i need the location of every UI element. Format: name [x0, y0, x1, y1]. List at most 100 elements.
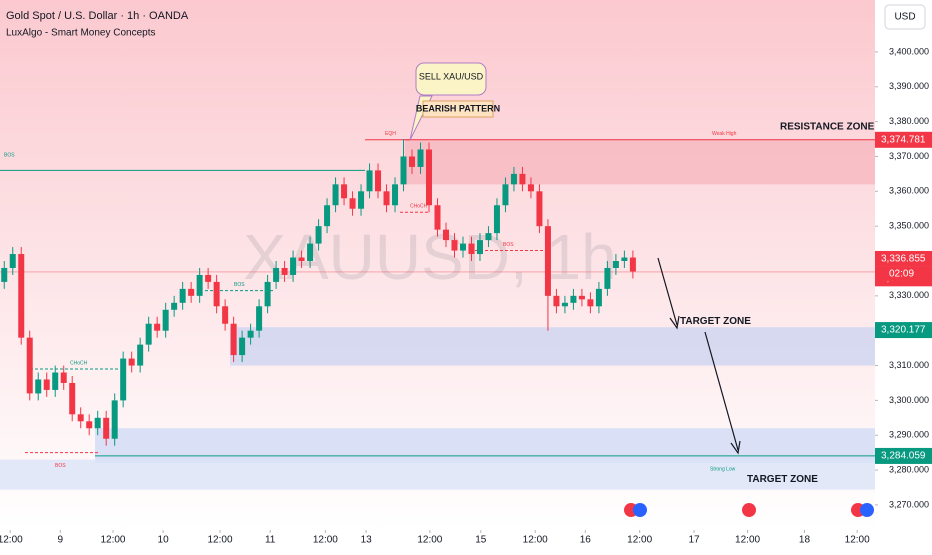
- x-tick-label: 12:00: [313, 535, 338, 546]
- countdown-tag: [875, 266, 932, 281]
- candle-body: [86, 421, 93, 429]
- candle-body: [459, 243, 466, 251]
- x-tick-label: 13: [361, 535, 373, 546]
- candle-body: [26, 337, 33, 394]
- candle-body: [451, 240, 458, 251]
- y-tick-label: 3,350.000: [889, 221, 929, 231]
- x-tick-label: 12:00: [523, 535, 548, 546]
- y-tick-label: 3,300.000: [889, 395, 929, 405]
- callout-text: BEARISH PATTERN: [416, 103, 500, 113]
- x-tick-label: 15: [475, 535, 487, 546]
- candle-body: [94, 417, 101, 429]
- candle-body: [154, 323, 161, 331]
- y-tick-label: 3,280.000: [889, 464, 929, 474]
- watermark: XAUUSD, 1h: [243, 221, 616, 293]
- price-tag-label: 3,374.781: [881, 134, 926, 145]
- x-tick-label: 17: [688, 535, 700, 546]
- level-label: BOS: [503, 242, 514, 248]
- level-label: CHoCH: [70, 360, 88, 366]
- candle-body: [553, 295, 560, 307]
- candle-body: [52, 372, 59, 390]
- candle-body: [9, 254, 16, 268]
- candle-body: [595, 288, 602, 307]
- candle-body: [527, 184, 534, 192]
- candle-body: [230, 323, 237, 356]
- candle-body: [468, 243, 475, 255]
- currency-button[interactable]: [884, 4, 926, 30]
- arrows: [657, 257, 741, 455]
- candle-body: [578, 295, 585, 300]
- level-label: EQH: [385, 131, 396, 137]
- candle-body: [392, 184, 399, 206]
- candle-body: [247, 330, 254, 338]
- candle-body: [188, 288, 195, 296]
- candle-body: [587, 299, 594, 307]
- callout-bubble: [415, 62, 487, 96]
- candle-body: [536, 191, 543, 227]
- event-icons: [624, 503, 874, 517]
- price-tag-label: 3,284.059: [881, 451, 926, 462]
- y-tick-label: 3,290.000: [889, 430, 929, 440]
- y-tick-label: 3,380.000: [889, 116, 929, 126]
- candle-body: [179, 288, 186, 303]
- zone: [230, 327, 875, 366]
- candle-body: [629, 257, 636, 272]
- chart-title: Gold Spot / U.S. Dollar · 1h · OANDA: [6, 10, 189, 22]
- candle-body: [60, 372, 67, 383]
- candle-body: [281, 267, 288, 275]
- candle-body: [349, 198, 356, 209]
- candle-body: [561, 302, 568, 307]
- x-tick-label: 12:00: [208, 535, 233, 546]
- candle-body: [476, 240, 483, 255]
- candle-body: [35, 379, 42, 394]
- candle-body: [493, 205, 500, 234]
- price-tag: [875, 322, 932, 339]
- y-tick-label: 3,270.000: [889, 499, 929, 509]
- candle-body: [442, 229, 449, 241]
- candle-body: [1, 267, 8, 282]
- candle-body: [510, 173, 517, 185]
- candle-body: [273, 267, 280, 282]
- candle-body: [417, 149, 424, 167]
- candle-body: [366, 170, 373, 192]
- y-tick-label: 3,360.000: [889, 186, 929, 196]
- candle-body: [18, 254, 25, 338]
- candle-body: [324, 205, 331, 227]
- candle-body: [485, 233, 492, 241]
- countdown: 02:09: [889, 269, 914, 280]
- zone-label: RESISTANCE ZONE: [780, 122, 875, 133]
- candle-body: [77, 414, 84, 422]
- level-label: BOS: [234, 282, 245, 288]
- x-tick-label: 12:00: [627, 535, 652, 546]
- candle-body: [222, 306, 229, 324]
- callout-box: [422, 100, 494, 118]
- price-tag: [875, 131, 932, 148]
- candle-body: [290, 257, 297, 275]
- candle-body: [502, 184, 509, 206]
- y-tick-label: 3,310.000: [889, 360, 929, 370]
- y-tick-label: 3,400.000: [889, 46, 929, 56]
- candle-body: [332, 184, 339, 206]
- zone: [405, 139, 875, 185]
- x-tick-label: 12:00: [100, 535, 125, 546]
- price-tag-label: 3,320.177: [881, 325, 926, 336]
- candle-body: [358, 191, 365, 209]
- x-tick-label: 11: [265, 535, 276, 546]
- x-tick-label: 12:00: [417, 535, 442, 546]
- candle-body: [383, 191, 390, 206]
- candle-body: [205, 274, 212, 282]
- currency[interactable]: USD: [894, 12, 915, 23]
- y-tick-label: 3,330.000: [889, 290, 929, 300]
- candle-body: [171, 302, 178, 310]
- x-tick-label: 16: [580, 535, 592, 546]
- price-tag: [875, 250, 932, 267]
- candle-body: [307, 243, 314, 261]
- candle-body: [111, 400, 118, 439]
- candle-body: [375, 170, 382, 192]
- candle-body: [315, 226, 322, 244]
- price-tag: [875, 447, 932, 464]
- zone-extension: [0, 459, 875, 490]
- candle-body: [544, 226, 551, 296]
- candle-body: [145, 323, 152, 345]
